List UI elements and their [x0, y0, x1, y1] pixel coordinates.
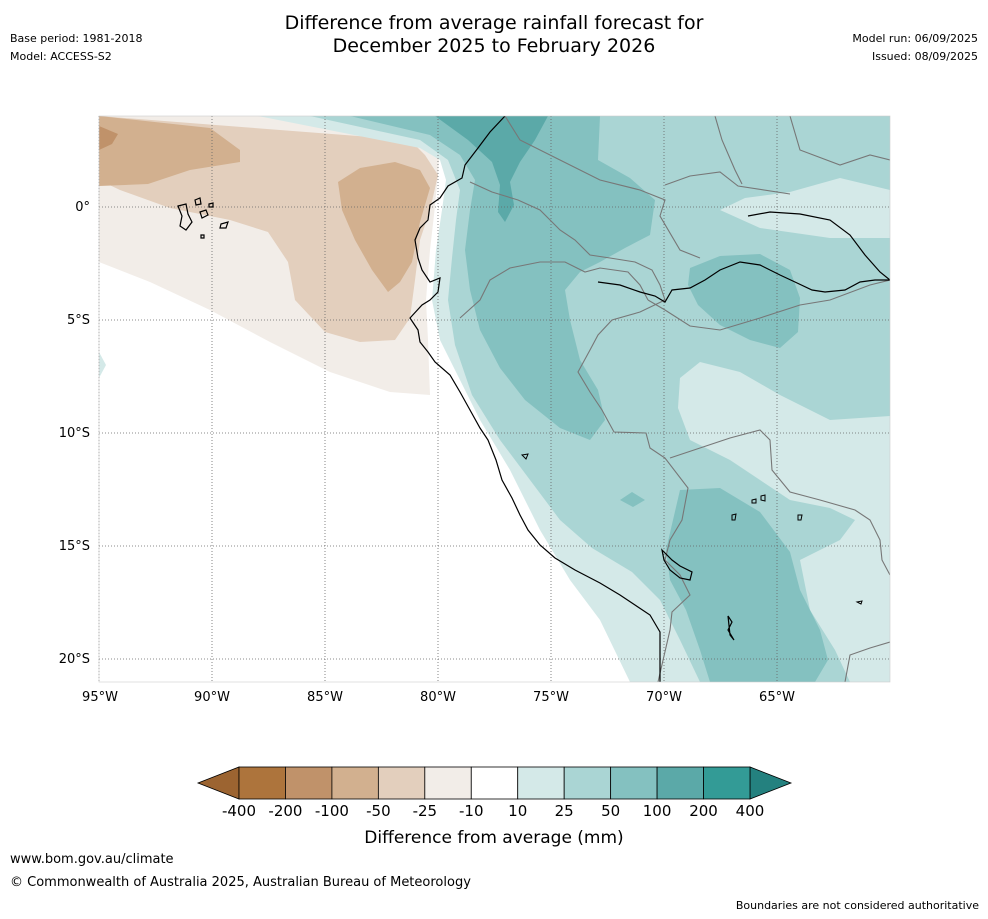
colorbar-tick-label: 10 — [508, 802, 527, 820]
lat-label: 20°S — [59, 652, 90, 667]
wet-speck-west — [99, 352, 106, 378]
lake-islands — [520, 453, 863, 605]
dry-region-50-coast — [338, 162, 430, 292]
header-meta-left: Base period: 1981-2018 Model: ACCESS-S2 — [10, 30, 142, 66]
rainfall-anomaly-field — [99, 116, 890, 682]
colorbar-tick-label: -25 — [413, 802, 438, 820]
boundaries-note: Boundaries are not considered authoritat… — [735, 899, 979, 912]
colorbar-cell — [238, 766, 286, 800]
copyright-text: © Commonwealth of Australia 2025, Austra… — [10, 875, 471, 890]
colorbar-cell — [285, 766, 333, 800]
lon-label: 80°W — [420, 690, 456, 705]
colorbar-cell — [377, 766, 426, 800]
map-title: Difference from average rainfall forecas… — [0, 12, 988, 58]
wet-region-100 — [435, 116, 548, 222]
colorbar-tick-label: -10 — [459, 802, 484, 820]
wet-region-50-main — [350, 116, 655, 440]
lat-label: 15°S — [59, 539, 90, 554]
model-run-text: Model run: 06/09/2025 — [852, 32, 978, 45]
lat-label: 10°S — [59, 426, 90, 441]
lon-label: 90°W — [194, 690, 230, 705]
header-meta-right: Model run: 06/09/2025 Issued: 08/09/2025 — [852, 30, 978, 66]
colorbar-cell — [656, 766, 704, 800]
colorbar-cell — [331, 766, 379, 800]
colorbar-tick-label: 50 — [601, 802, 620, 820]
lat-label: 0° — [75, 200, 90, 215]
model-name-text: Model: ACCESS-S2 — [10, 50, 112, 63]
website-link[interactable]: www.bom.gov.au/climate — [10, 852, 174, 867]
latitude-labels: 0° 5°S 10°S 15°S 20°S — [59, 200, 90, 667]
wet-region-50-patch — [620, 492, 645, 507]
colorbar-cell — [610, 766, 658, 800]
colorbar-cell — [470, 766, 519, 800]
colorbar-tick-label: 200 — [689, 802, 718, 820]
longitude-labels: 95°W 90°W 85°W 80°W 75°W 70°W 65°W — [82, 690, 795, 705]
colorbar-low-arrow — [196, 766, 240, 800]
issued-date-text: Issued: 08/09/2025 — [871, 50, 978, 63]
colorbar-tick-label: -400 — [222, 802, 256, 820]
colorbar-high-arrow — [749, 766, 793, 800]
country-borders — [459, 116, 890, 682]
lon-label: 85°W — [307, 690, 343, 705]
dry-region-50-west — [99, 116, 240, 186]
lon-label: 75°W — [533, 690, 569, 705]
colorbar-tick-label: 400 — [736, 802, 765, 820]
lon-label: 95°W — [82, 690, 118, 705]
galapagos-islands — [177, 197, 229, 239]
map-frame — [98, 115, 891, 683]
lon-label: 70°W — [646, 690, 682, 705]
wet-region-50-south — [666, 488, 828, 682]
map-title-line2: December 2025 to February 2026 — [332, 35, 656, 57]
colorbar-legend: -400 -200 -100 -50 -25 -10 10 25 50 100 200 400 Dif… — [196, 766, 793, 848]
colorbar-cell — [703, 766, 751, 800]
dry-region-100 — [99, 126, 118, 150]
colorbar-cell — [517, 766, 565, 800]
coastline — [409, 116, 890, 682]
wet-region-50-amazon — [688, 254, 800, 348]
colorbar-cell — [563, 766, 612, 800]
colorbar-tick-label: 100 — [643, 802, 672, 820]
map-title-line1: Difference from average rainfall forecas… — [284, 12, 704, 34]
colorbar-tick-label: -100 — [315, 802, 349, 820]
lat-label: 5°S — [67, 313, 90, 328]
base-period-text: Base period: 1981-2018 — [10, 32, 143, 45]
colorbar-cell — [424, 766, 472, 800]
colorbar-tick-label: -200 — [268, 802, 302, 820]
colorbar-tick-label: 25 — [555, 802, 574, 820]
colorbar-label: Difference from average (mm) — [364, 828, 623, 848]
lon-label: 65°W — [759, 690, 795, 705]
colorbar-tick-label: -50 — [366, 802, 391, 820]
